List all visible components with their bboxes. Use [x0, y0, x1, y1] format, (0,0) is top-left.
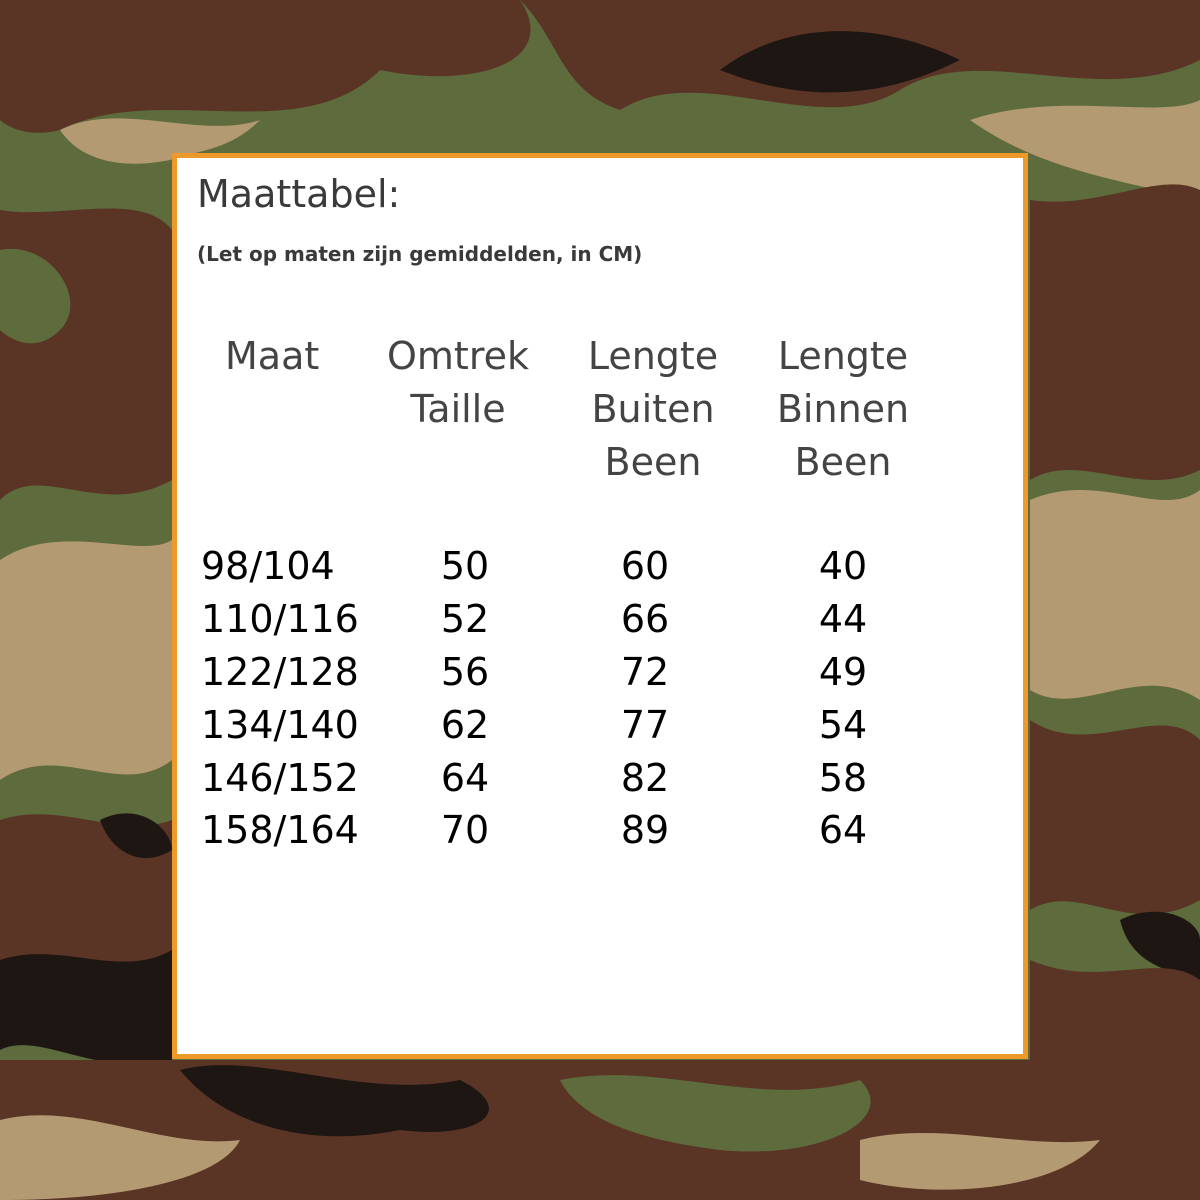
chart-title: Maattabel:	[197, 172, 401, 216]
size-chart-card: Maattabel: (Let op maten zijn gemiddelde…	[172, 153, 1028, 1059]
cell-buiten-been: 72	[620, 650, 670, 694]
cell-buiten-been: 89	[620, 808, 670, 852]
cell-binnen-been: 40	[818, 544, 868, 588]
header-lengte-binnen-been: Lengte Binnen Been	[763, 330, 923, 489]
header-maat: Maat	[225, 330, 319, 383]
header-line: Lengte	[587, 334, 719, 378]
header-line: Been	[604, 440, 702, 484]
header-lengte-buiten-been: Lengte Buiten Been	[573, 330, 733, 489]
cell-binnen-been: 44	[818, 597, 868, 641]
cell-taille: 64	[440, 756, 490, 800]
table-row: 122/128 56 72 49	[177, 650, 1023, 703]
header-line: Lengte	[777, 334, 909, 378]
table-row: 134/140 62 77 54	[177, 703, 1023, 756]
table-row: 158/164 70 89 64	[177, 808, 1023, 861]
cell-taille: 62	[440, 703, 490, 747]
chart-note: (Let op maten zijn gemiddelden, in CM)	[197, 242, 643, 266]
table-row: 146/152 64 82 58	[177, 756, 1023, 809]
cell-maat: 110/116	[201, 597, 359, 641]
header-line: Maat	[225, 334, 320, 378]
cell-binnen-been: 64	[818, 808, 868, 852]
cell-buiten-been: 77	[620, 703, 670, 747]
header-line: Buiten	[591, 387, 715, 431]
cell-maat: 158/164	[201, 808, 359, 852]
cell-buiten-been: 66	[620, 597, 670, 641]
table-row: 110/116 52 66 44	[177, 597, 1023, 650]
cell-taille: 50	[440, 544, 490, 588]
header-line: Taille	[410, 387, 506, 431]
header-omtrek-taille: Omtrek Taille	[373, 330, 543, 436]
cell-buiten-been: 82	[620, 756, 670, 800]
cell-taille: 70	[440, 808, 490, 852]
cell-maat: 146/152	[201, 756, 359, 800]
header-line: Omtrek	[387, 334, 529, 378]
cell-taille: 52	[440, 597, 490, 641]
cell-maat: 122/128	[201, 650, 359, 694]
cell-binnen-been: 49	[818, 650, 868, 694]
header-line: Binnen	[776, 387, 910, 431]
cell-binnen-been: 58	[818, 756, 868, 800]
header-line: Been	[794, 440, 892, 484]
cell-binnen-been: 54	[818, 703, 868, 747]
table-row: 98/104 50 60 40	[177, 544, 1023, 597]
cell-maat: 134/140	[201, 703, 359, 747]
cell-taille: 56	[440, 650, 490, 694]
cell-buiten-been: 60	[620, 544, 670, 588]
cell-maat: 98/104	[201, 544, 335, 588]
